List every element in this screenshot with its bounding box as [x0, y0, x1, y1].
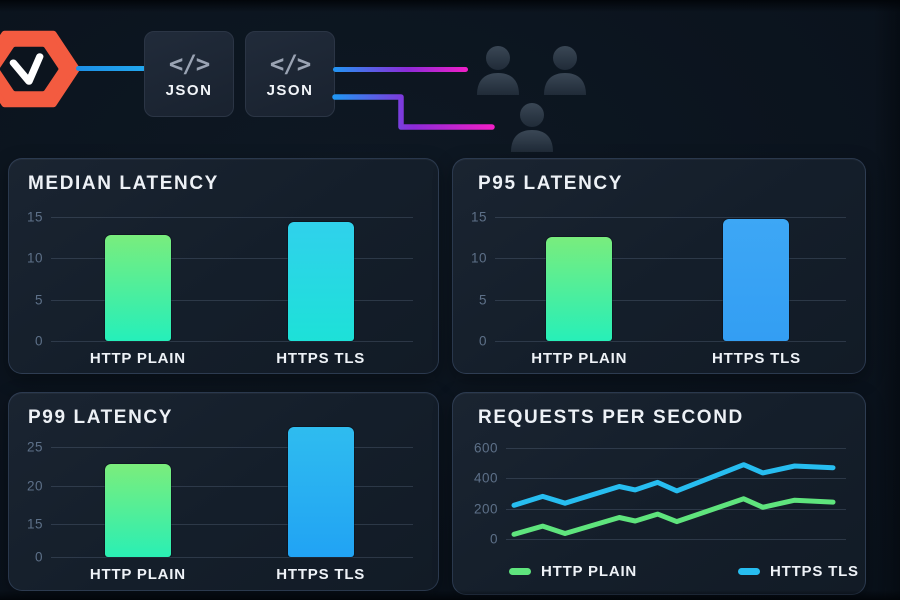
plot-area: 15 10 5 0 HTTP PLAIN HTTPS TLS — [27, 210, 413, 367]
y-tick-label: 20 — [26, 478, 43, 494]
user-icon — [544, 46, 586, 95]
gridline — [495, 217, 846, 218]
line-series-https-tls — [511, 462, 836, 508]
y-tick-label: 15 — [26, 209, 43, 225]
plot-area: 15 10 5 0 HTTP PLAIN HTTPS TLS — [471, 210, 846, 367]
gridline — [506, 508, 846, 510]
gridline — [495, 341, 846, 342]
bar-http-plain — [104, 463, 171, 557]
panel-median-latency: MEDIAN LATENCY 15 10 5 0 HTTP PLAIN HTTPS TLS — [8, 158, 439, 374]
y-tick-label: 200 — [473, 501, 498, 517]
connector-elbow-gradient — [332, 94, 495, 130]
y-tick-label: 0 — [478, 333, 487, 349]
panel-p99-latency: P99 LATENCY 25 20 15 0 HTTP PLAIN HTTPS TLS — [8, 392, 439, 591]
x-category-label: HTTPS TLS — [712, 350, 801, 367]
x-category-label: HTTP PLAIN — [89, 566, 186, 583]
y-tick-label: 25 — [26, 439, 43, 455]
gridline — [51, 299, 413, 301]
y-tick-label: 0 — [34, 549, 43, 565]
chart-title: MEDIAN LATENCY — [28, 173, 219, 194]
panel-requests-per-second: REQUESTS PER SECOND 600 400 200 0 HTTP PLAI… — [452, 392, 866, 595]
gridline — [51, 524, 413, 526]
user-icon — [511, 103, 553, 152]
line-chart-canvas — [511, 462, 836, 537]
y-tick-label: 10 — [26, 250, 43, 266]
chart-title: REQUESTS PER SECOND — [478, 407, 744, 428]
y-tick-label: 10 — [470, 250, 487, 266]
y-tick-label: 5 — [478, 292, 487, 308]
y-tick-label: 15 — [470, 209, 487, 225]
bar-https-tls — [287, 221, 354, 341]
json-node-1: </> JSON — [144, 31, 234, 117]
line-series-http-plain — [511, 496, 836, 537]
x-category-label: HTTPS TLS — [276, 566, 366, 583]
plot-area: 600 400 200 0 — [474, 441, 846, 547]
panel-p95-latency: P95 LATENCY 15 10 5 0 HTTP PLAIN HTTPS TLS — [452, 158, 866, 374]
gridline — [495, 299, 846, 301]
plot-area: 25 20 15 0 HTTP PLAIN HTTPS TLS — [27, 421, 413, 583]
gridline — [506, 478, 846, 480]
hexagon-logo-icon — [0, 30, 80, 108]
y-tick-label: 0 — [489, 531, 498, 547]
bar-http-plain — [104, 234, 171, 341]
y-tick-label: 400 — [473, 470, 498, 486]
legend-label: HTTP PLAIN — [541, 562, 638, 580]
y-tick-label: 600 — [473, 440, 498, 456]
gridline — [506, 448, 846, 449]
chart-title: P99 LATENCY — [28, 407, 173, 428]
gridline — [51, 486, 413, 488]
gridline — [506, 539, 846, 540]
connector-line-blue — [76, 66, 146, 71]
json-node-label: JSON — [266, 81, 314, 99]
y-tick-label: 15 — [26, 516, 43, 532]
gridline — [495, 258, 846, 260]
legend-item-https-tls[interactable]: HTTPS TLS — [738, 562, 859, 580]
connector-line-gradient — [333, 67, 468, 72]
bar-https-tls — [287, 426, 354, 557]
x-category-label: HTTPS TLS — [276, 350, 366, 367]
legend-item-http-plain[interactable]: HTTP PLAIN — [509, 562, 637, 580]
x-category-label: HTTP PLAIN — [531, 350, 628, 367]
legend-swatch-cyan — [738, 567, 760, 575]
gridline — [51, 217, 413, 218]
json-node-2: </> JSON — [245, 31, 335, 117]
y-tick-label: 0 — [34, 333, 43, 349]
code-icon: </> — [168, 49, 210, 78]
bar-https-tls — [723, 218, 790, 341]
code-icon: </> — [269, 49, 311, 78]
gridline — [51, 258, 413, 260]
y-tick-label: 5 — [34, 292, 43, 308]
x-category-label: HTTP PLAIN — [89, 350, 186, 367]
chart-title: P95 LATENCY — [478, 173, 623, 194]
gridline — [51, 557, 413, 558]
legend-swatch-green — [509, 567, 531, 575]
gridline — [51, 341, 413, 342]
legend-label: HTTPS TLS — [770, 562, 859, 580]
json-node-label: JSON — [165, 81, 213, 99]
gridline — [51, 446, 413, 448]
bar-http-plain — [546, 236, 613, 341]
user-icon — [477, 46, 519, 95]
